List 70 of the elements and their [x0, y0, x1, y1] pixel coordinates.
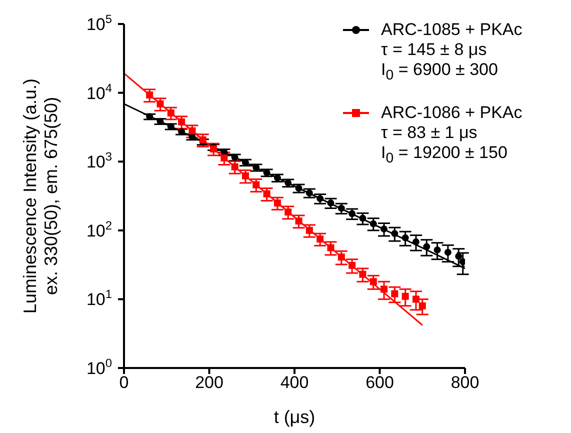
point — [348, 262, 356, 269]
point — [306, 226, 313, 234]
annotation: I$_{0}$ = 6900 ± 300 — [381, 60, 499, 86]
point — [434, 246, 441, 254]
legend-label: ARC-1086 + PKAc — [381, 103, 522, 124]
point — [231, 163, 238, 170]
point — [327, 244, 334, 252]
point — [242, 172, 249, 180]
point — [418, 302, 426, 310]
point — [188, 127, 196, 134]
y-tick-label: 10$^{5}$ — [86, 12, 112, 34]
point — [402, 292, 409, 300]
point — [359, 270, 366, 278]
point — [380, 286, 388, 293]
point — [295, 217, 302, 224]
point — [391, 290, 398, 298]
x-tick-label: 600 — [366, 373, 394, 392]
point — [252, 181, 260, 188]
point — [146, 113, 154, 120]
point — [316, 195, 324, 202]
point — [412, 296, 420, 303]
point — [455, 252, 462, 260]
point — [359, 214, 366, 222]
x-tick-label: 0 — [119, 373, 129, 392]
x-axis-title: t (μs) — [274, 407, 316, 427]
point — [274, 200, 281, 207]
point — [167, 123, 174, 130]
x-tick-label: 800 — [450, 373, 480, 392]
point — [156, 100, 164, 108]
point — [316, 235, 324, 242]
point — [348, 210, 356, 218]
y-tick-label: 10$^{3}$ — [86, 150, 112, 172]
annotation: τ = 145 ± 8 μs — [381, 40, 488, 60]
annotation: τ = 83 ± 1 μs — [381, 123, 478, 144]
point — [327, 200, 334, 207]
point — [263, 169, 270, 176]
x-tick-label: 200 — [195, 373, 224, 392]
annotation: I$_{0}$ = 19200 ± 150 — [381, 143, 508, 169]
y-axis-title: Luminescence Intensity (a.u.) ex. 330(50), em. 675(50) — [20, 78, 61, 314]
x-tick-label: 400 — [280, 373, 309, 392]
point — [263, 190, 270, 198]
point — [252, 164, 260, 172]
point — [220, 154, 228, 162]
point — [423, 243, 430, 250]
y-tick-label: 10$^{0}$ — [86, 356, 112, 378]
legend-label: ARC-1085 + PKAc — [381, 20, 522, 40]
point — [459, 258, 465, 266]
point — [370, 220, 377, 228]
point — [178, 118, 186, 126]
point — [306, 189, 313, 196]
point — [284, 179, 292, 186]
y-tick-label: 10$^{1}$ — [86, 287, 112, 310]
point — [231, 154, 238, 161]
point — [178, 128, 186, 136]
point — [146, 91, 154, 98]
point — [391, 230, 398, 238]
point — [380, 225, 388, 232]
point — [338, 204, 345, 212]
point — [412, 238, 420, 246]
y-tick-label: 10$^{2}$ — [86, 218, 112, 240]
point — [295, 184, 302, 192]
point — [284, 208, 292, 216]
point — [338, 254, 345, 261]
point — [274, 174, 281, 182]
point — [402, 234, 409, 242]
point — [370, 278, 377, 286]
point — [188, 133, 196, 140]
point — [444, 248, 452, 256]
y-tick-label: 10$^{4}$ — [86, 80, 112, 103]
point — [167, 109, 174, 116]
